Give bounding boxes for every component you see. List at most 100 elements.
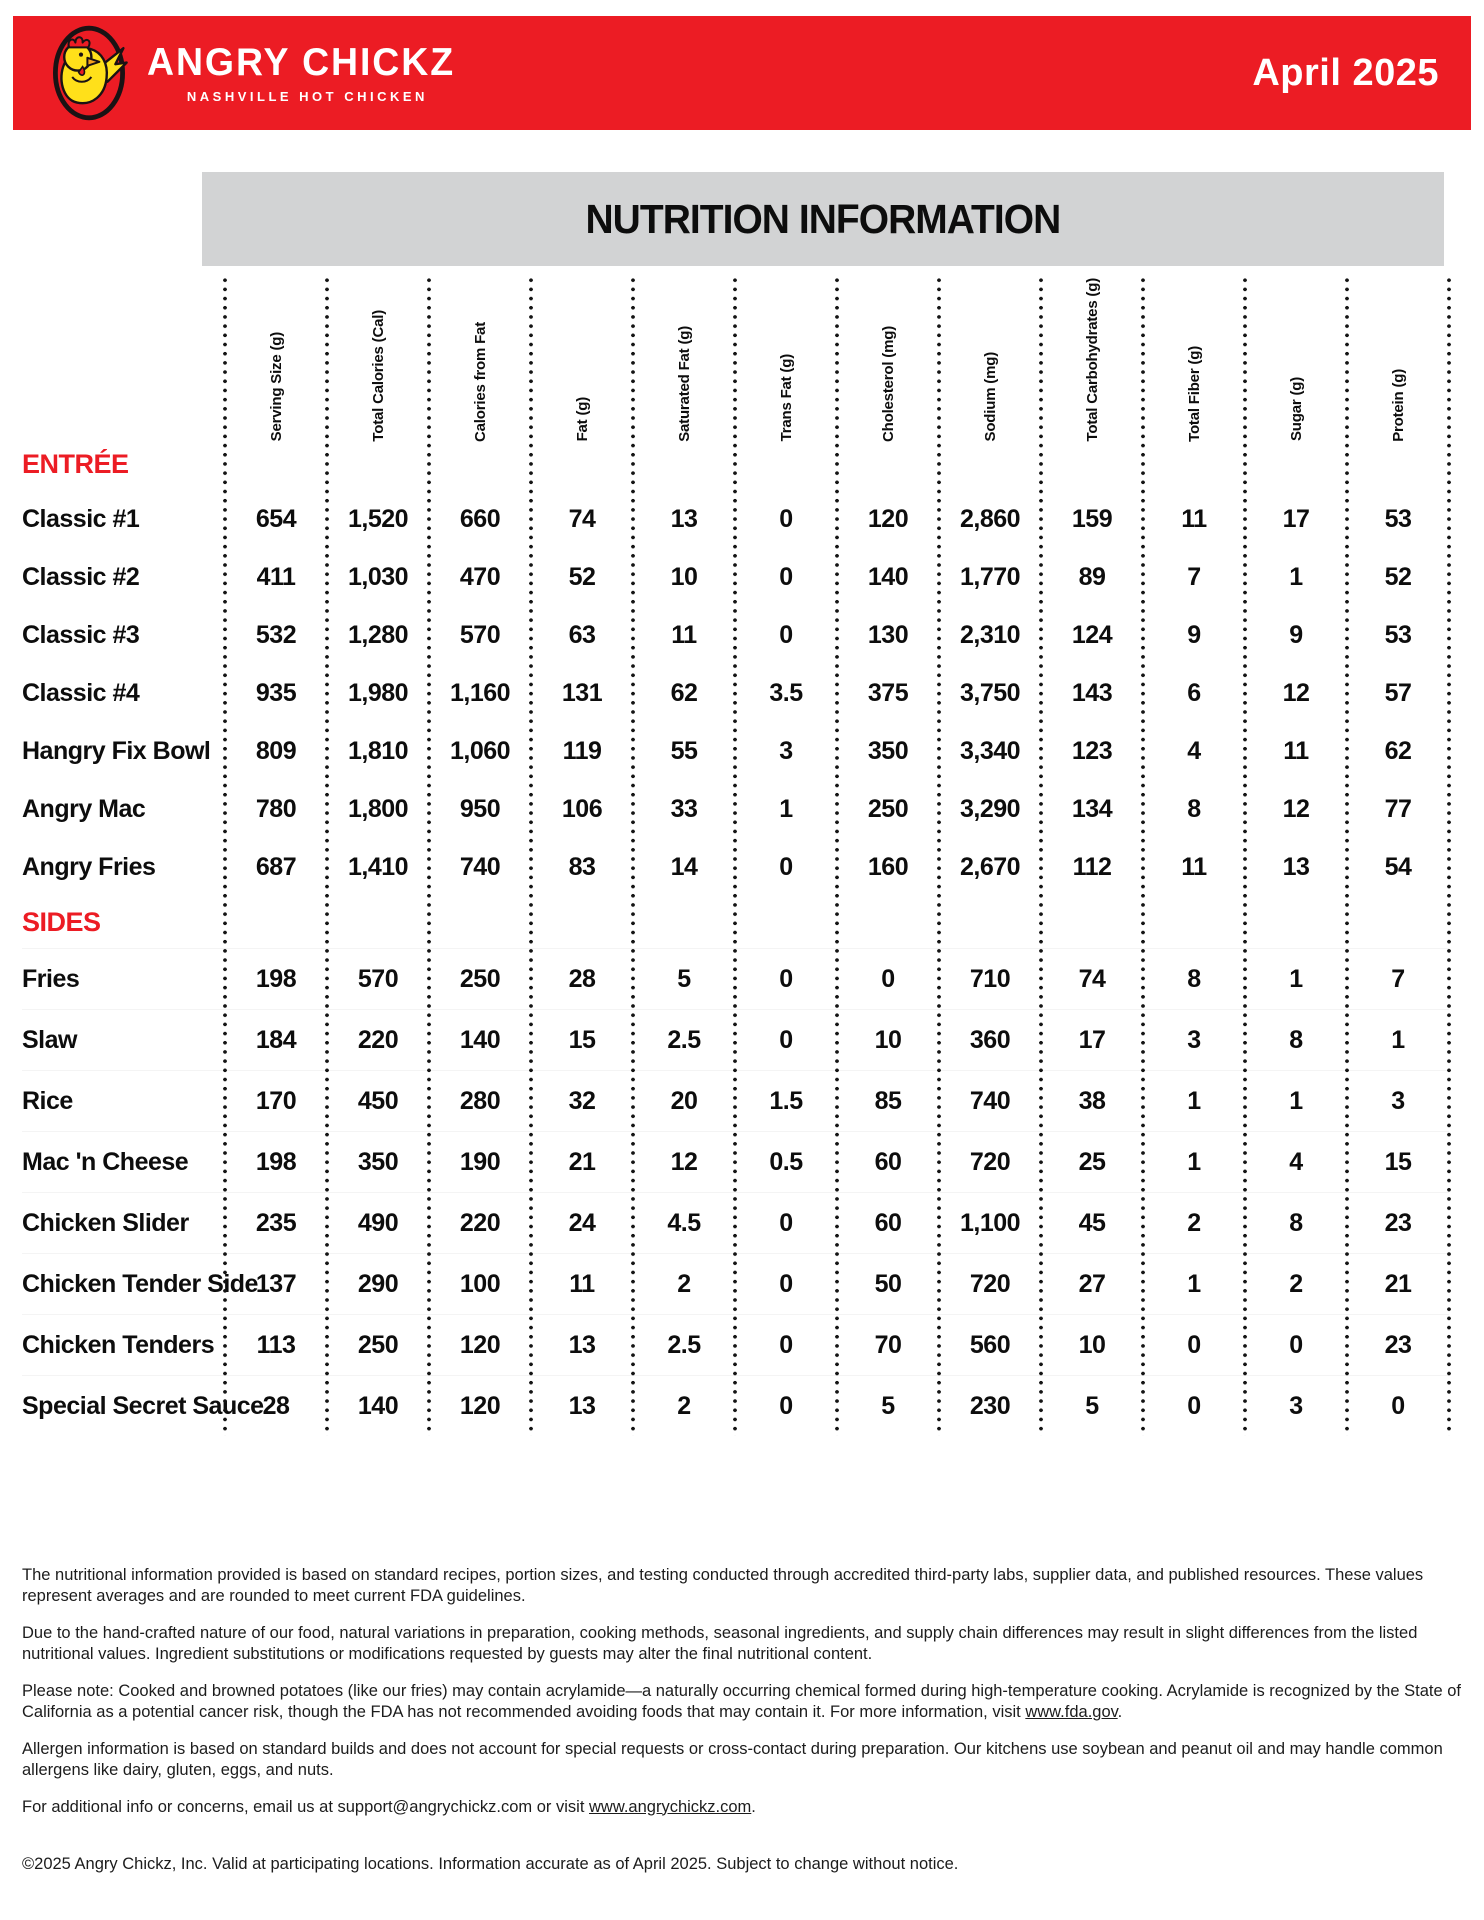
cell-value: 160 <box>867 852 909 881</box>
cell-value: 220 <box>357 1025 399 1054</box>
column-header-label: Calories from Fat <box>471 321 489 442</box>
section-label: SIDES <box>22 906 101 937</box>
row-label: Chicken Slider <box>22 1208 189 1237</box>
cell-value: 235 <box>255 1208 297 1237</box>
cell-value: 0 <box>1187 1330 1201 1359</box>
table-row: Special Secret Sauce 28 140 120 13 2 0 5 230 5 0 3 0 <box>22 1375 1449 1436</box>
table-body: ENTRÉE Classic #1 654 1,520 660 74 13 0 120 2,860… <box>22 438 1449 1436</box>
cell-value: 375 <box>867 678 909 707</box>
cell-value: 70 <box>874 1330 902 1359</box>
cell-value: 12 <box>670 1147 698 1176</box>
header-bar: ANGRY CHICKZ NASHVILLE HOT CHICKEN April… <box>13 16 1471 130</box>
column-header: Trans Fat (g) <box>735 278 837 443</box>
cell-value: 112 <box>1072 852 1112 881</box>
cell-value: 54 <box>1384 852 1412 881</box>
row-label: Angry Fries <box>22 852 156 881</box>
column-header-label: Total Carbohydrates (g) <box>1083 278 1101 442</box>
cell-value: 3 <box>1289 1391 1303 1420</box>
cell-value: 89 <box>1078 562 1106 591</box>
cell-value: 124 <box>1071 620 1113 649</box>
cell-value: 21 <box>1384 1269 1412 1298</box>
cell-value: 113 <box>256 1330 296 1359</box>
footer-paragraph: Please note: Cooked and browned potatoes… <box>22 1681 1461 1722</box>
table-row: Fries 198 570 250 28 5 0 0 710 74 8 1 7 <box>22 948 1449 1009</box>
cell-value: 62 <box>1384 736 1412 765</box>
cell-value: 560 <box>969 1330 1011 1359</box>
cell-value: 15 <box>1384 1147 1412 1176</box>
column-header: Cholesterol (mg) <box>837 278 939 443</box>
table-row: Angry Mac 780 1,800 950 106 33 1 250 3,290 134 8 12… <box>22 780 1449 838</box>
cell-value: 4 <box>1289 1147 1303 1176</box>
row-label: Classic #1 <box>22 504 140 533</box>
column-header-label: Trans Fat (g) <box>777 354 795 442</box>
cell-value: 2,860 <box>959 504 1021 533</box>
cell-value: 38 <box>1078 1086 1106 1115</box>
footer-paragraph: Allergen information is based on standar… <box>22 1739 1443 1780</box>
cell-value: 660 <box>459 504 501 533</box>
cell-value: 5 <box>881 1391 895 1420</box>
cell-value: 17 <box>1078 1025 1106 1054</box>
cell-value: 710 <box>969 964 1011 993</box>
cell-value: 0 <box>779 620 793 649</box>
cell-value: 13 <box>1282 852 1310 881</box>
cell-value: 45 <box>1078 1208 1106 1237</box>
cell-value: 1,800 <box>347 794 409 823</box>
table-row: Hangry Fix Bowl 809 1,810 1,060 119 55 3 350 3,3… <box>22 722 1449 780</box>
cell-value: 0 <box>881 964 895 993</box>
cell-value: 6 <box>1187 678 1201 707</box>
row-label: Fries <box>22 964 80 993</box>
cell-value: 950 <box>459 794 501 823</box>
footer: The nutritional information provided is … <box>22 1565 1468 1890</box>
column-header-label: Total Fiber (g) <box>1185 345 1203 442</box>
cell-value: 11 <box>1181 852 1207 881</box>
row-label: Classic #4 <box>22 678 140 707</box>
cell-value: 0 <box>779 504 793 533</box>
footer-link[interactable]: www.fda.gov <box>1025 1703 1118 1722</box>
cell-value: 13 <box>670 504 698 533</box>
cell-value: 198 <box>255 964 297 993</box>
cell-value: 0 <box>1391 1391 1405 1420</box>
cell-value: 2,670 <box>959 852 1021 881</box>
cell-value: 11 <box>1181 504 1207 533</box>
cell-value: 350 <box>357 1147 399 1176</box>
cell-value: 190 <box>459 1147 501 1176</box>
cell-value: 10 <box>670 562 698 591</box>
column-header: Sodium (mg) <box>939 278 1041 443</box>
cell-value: 3,290 <box>959 794 1021 823</box>
cell-value: 11 <box>569 1269 595 1298</box>
cell-value: 83 <box>568 852 596 881</box>
cell-value: 3.5 <box>769 678 803 707</box>
header-date: April 2025 <box>1252 51 1439 94</box>
cell-value: 55 <box>670 736 698 765</box>
nutrition-table: Serving Size (g) Total Calories (Cal) Calo… <box>22 278 1451 1436</box>
table-row: Chicken Tender Side 137 290 100 11 2 0 50 720 27 1… <box>22 1253 1449 1314</box>
cell-value: 3,750 <box>959 678 1021 707</box>
footer-paragraph: Due to the hand-crafted nature of our fo… <box>22 1623 1418 1664</box>
table-row: Classic #1 654 1,520 660 74 13 0 120 2,860 159 11 1… <box>22 490 1449 548</box>
cell-value: 1 <box>1187 1086 1201 1115</box>
title-bar: NUTRITION INFORMATION <box>202 172 1444 266</box>
row-label: Chicken Tenders <box>22 1330 215 1359</box>
cell-value: 2 <box>677 1391 691 1420</box>
cell-value: 1 <box>1289 562 1303 591</box>
column-header-label: Fat (g) <box>573 397 591 442</box>
cell-value: 809 <box>255 736 297 765</box>
cell-value: 119 <box>562 736 602 765</box>
cell-value: 0 <box>1187 1391 1201 1420</box>
table-header-row: Serving Size (g) Total Calories (Cal) Calo… <box>22 278 1449 442</box>
cell-value: 14 <box>670 852 698 881</box>
cell-value: 3 <box>1187 1025 1201 1054</box>
cell-value: 935 <box>255 678 297 707</box>
section-header-row: ENTRÉE <box>22 438 1449 490</box>
table-row: Angry Fries 687 1,410 740 83 14 0 160 2,670 112 11… <box>22 838 1449 896</box>
cell-value: 15 <box>568 1025 596 1054</box>
cell-value: 1,520 <box>347 504 409 533</box>
table-row: Rice 170 450 280 32 20 1.5 85 740 38 1 1 3 <box>22 1070 1449 1131</box>
column-header: Protein (g) <box>1347 278 1449 443</box>
cell-value: 2,310 <box>959 620 1021 649</box>
table-corner-spacer <box>22 278 225 443</box>
cell-value: 21 <box>568 1147 596 1176</box>
footer-link[interactable]: www.angrychickz.com <box>589 1797 752 1816</box>
cell-value: 53 <box>1384 620 1412 649</box>
cell-value: 0 <box>779 852 793 881</box>
